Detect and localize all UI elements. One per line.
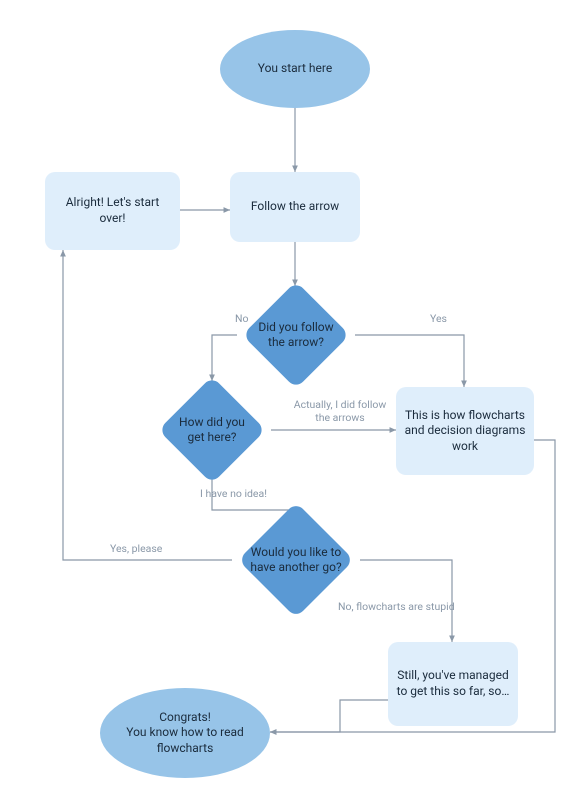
edge-didfollow-no xyxy=(212,335,237,381)
node-follow-arrow: Follow the arrow xyxy=(230,172,360,242)
edge-didfollow-yes xyxy=(355,335,464,387)
node-start-over-label: Alright! Let's start over! xyxy=(53,195,172,226)
edge-label-yes-please: Yes, please xyxy=(110,542,162,555)
node-another-go: Would you like to have another go? xyxy=(231,506,361,614)
edge-label-no-idea: I have no idea! xyxy=(200,487,267,500)
node-follow-arrow-label: Follow the arrow xyxy=(251,199,339,215)
node-start: You start here xyxy=(220,30,370,108)
node-congrats-label: Congrats! You know how to read flowchart… xyxy=(108,710,262,757)
node-this-is-how-label: This is how flowcharts and decision diag… xyxy=(404,408,526,455)
edge-still-congrats xyxy=(270,700,388,732)
node-did-you-follow-label: Did you follow the arrow? xyxy=(254,320,338,350)
node-how-did-you-get-here: How did you get here? xyxy=(152,380,272,480)
node-how-did-you-get-here-label: How did you get here? xyxy=(170,415,254,445)
node-this-is-how-flowcharts-work: This is how flowcharts and decision diag… xyxy=(396,387,534,475)
edge-label-yes: Yes xyxy=(430,312,447,325)
edge-label-no: No xyxy=(235,312,248,325)
node-still-managed-label: Still, you've managed to get this so far… xyxy=(396,668,510,699)
edge-label-no-stupid: No, flowcharts are stupid xyxy=(338,600,455,613)
node-congrats: Congrats! You know how to read flowchart… xyxy=(100,688,270,778)
node-start-over: Alright! Let's start over! xyxy=(45,172,180,250)
node-still-managed: Still, you've managed to get this so far… xyxy=(388,642,518,726)
node-another-go-label: Would you like to have another go? xyxy=(249,545,343,575)
node-did-you-follow: Did you follow the arrow? xyxy=(236,285,356,385)
edge-label-actually: Actually, I did follow the arrows xyxy=(280,398,400,424)
node-start-label: You start here xyxy=(258,61,332,77)
flowchart-canvas: You start here Alright! Let's start over… xyxy=(0,0,574,800)
